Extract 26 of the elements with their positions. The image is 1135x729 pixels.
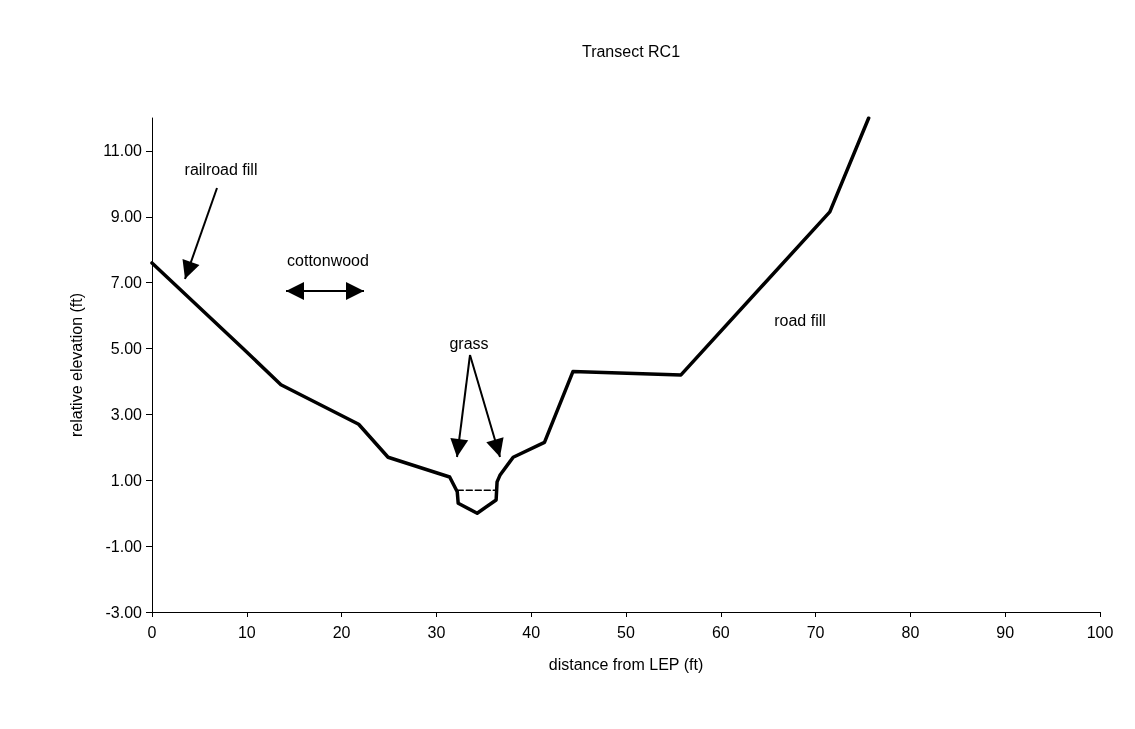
- y-tick-label: 9.00: [110, 208, 143, 226]
- y-tick-label: -3.00: [105, 603, 143, 621]
- x-tick-label: 50: [617, 623, 635, 641]
- x-tick-label: 40: [522, 623, 541, 641]
- y-axis-title: relative elevation (ft): [67, 292, 85, 438]
- x-tick-label: 20: [332, 623, 351, 641]
- x-tick-label: 10: [237, 623, 256, 641]
- y-tick-label: 1.00: [110, 471, 143, 489]
- y-tick-label: 11.00: [103, 142, 143, 160]
- x-tick-label: 80: [901, 623, 920, 641]
- y-tick-label: 5.00: [110, 340, 143, 358]
- x-tick-label: 60: [711, 623, 730, 641]
- y-tick-label: 7.00: [110, 274, 143, 292]
- annotation: railroad fill: [184, 160, 258, 178]
- y-tick-label: -1.00: [105, 537, 143, 555]
- x-tick-label: 70: [806, 623, 825, 641]
- x-tick-label: 0: [147, 623, 157, 641]
- annotation: grass: [449, 334, 489, 352]
- chart-title: Transect RC1: [581, 42, 681, 60]
- annotation: road fill: [774, 311, 826, 329]
- x-axis-title: distance from LEP (ft): [548, 655, 704, 673]
- annotation: cottonwood: [287, 251, 369, 269]
- x-tick-label: 30: [427, 623, 446, 641]
- x-tick-label: 100: [1086, 623, 1114, 641]
- y-tick-label: 3.00: [110, 405, 143, 423]
- x-tick-label: 90: [996, 623, 1015, 641]
